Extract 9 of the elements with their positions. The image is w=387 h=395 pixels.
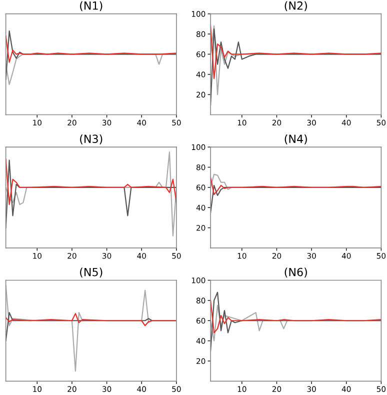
chart-title: (N5) <box>80 268 102 278</box>
line-series <box>210 176 382 196</box>
chart-title: (N2) <box>284 1 307 12</box>
chart-title: (N4) <box>284 134 307 144</box>
line-series <box>210 25 382 79</box>
chart-title: (N3) <box>80 134 102 144</box>
line-series <box>210 300 382 334</box>
chart-title: (N6) <box>284 268 307 278</box>
chart-title: (N1) <box>80 1 102 12</box>
